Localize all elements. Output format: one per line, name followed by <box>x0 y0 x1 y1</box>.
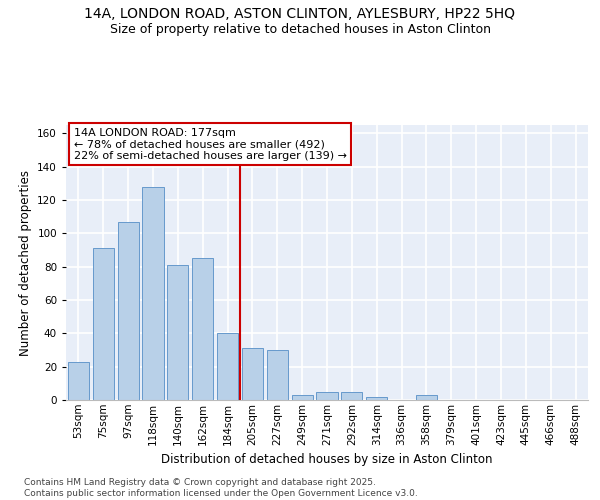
Y-axis label: Number of detached properties: Number of detached properties <box>19 170 32 356</box>
Bar <box>192 258 213 400</box>
Bar <box>118 222 139 400</box>
Text: 14A, LONDON ROAD, ASTON CLINTON, AYLESBURY, HP22 5HQ: 14A, LONDON ROAD, ASTON CLINTON, AYLESBU… <box>85 8 515 22</box>
Bar <box>292 395 313 400</box>
Bar <box>242 348 263 400</box>
Bar <box>68 362 89 400</box>
Text: Contains HM Land Registry data © Crown copyright and database right 2025.
Contai: Contains HM Land Registry data © Crown c… <box>24 478 418 498</box>
Bar <box>416 395 437 400</box>
Text: Size of property relative to detached houses in Aston Clinton: Size of property relative to detached ho… <box>110 22 491 36</box>
Bar <box>167 265 188 400</box>
Bar <box>217 334 238 400</box>
Bar <box>316 392 338 400</box>
Bar <box>366 396 387 400</box>
Bar <box>142 186 164 400</box>
Bar <box>341 392 362 400</box>
X-axis label: Distribution of detached houses by size in Aston Clinton: Distribution of detached houses by size … <box>161 453 493 466</box>
Bar <box>267 350 288 400</box>
Text: 14A LONDON ROAD: 177sqm
← 78% of detached houses are smaller (492)
22% of semi-d: 14A LONDON ROAD: 177sqm ← 78% of detache… <box>74 128 347 161</box>
Bar <box>93 248 114 400</box>
